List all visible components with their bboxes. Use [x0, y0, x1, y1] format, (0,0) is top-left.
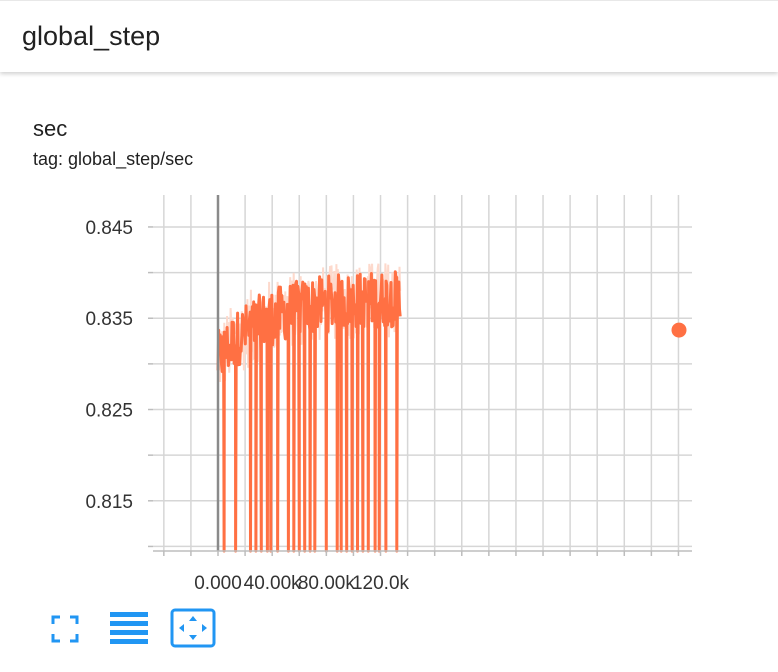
x-tick-label: 120.0k: [352, 573, 410, 594]
y-tick-label: 0.825: [85, 401, 133, 422]
x-tick-label: 40.00k: [244, 573, 302, 594]
axes: [148, 195, 692, 556]
x-tick-label: 80.00k: [298, 573, 356, 594]
smoothed-series: [216, 270, 687, 553]
chart-title: sec: [33, 116, 68, 141]
fullscreen-button[interactable]: [50, 614, 80, 644]
chart-tag: tag: global_step/sec: [33, 149, 194, 169]
data-table-button[interactable]: [110, 612, 148, 646]
smoothed-line: [216, 270, 402, 553]
grid: [153, 195, 692, 551]
group-title[interactable]: global_step: [22, 21, 161, 51]
list-icon: [110, 612, 148, 644]
y-tick-label: 0.815: [85, 492, 133, 513]
x-tick-label: 0.000: [194, 573, 242, 594]
y-tick-label: 0.835: [85, 309, 133, 330]
fit-domain-icon: [170, 608, 216, 648]
y-tick-label: 0.845: [85, 218, 133, 239]
run-header: global_step: [0, 0, 778, 72]
fullscreen-icon: [51, 615, 79, 643]
last-value-point: [671, 322, 687, 338]
fit-domain-button[interactable]: [170, 608, 216, 648]
